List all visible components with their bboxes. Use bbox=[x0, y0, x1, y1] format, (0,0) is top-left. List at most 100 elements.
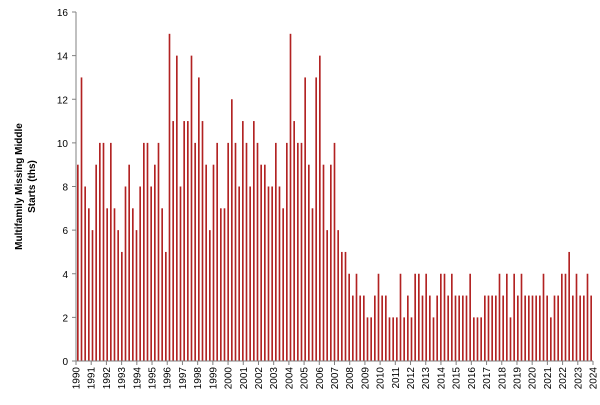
x-tick-label: 2019 bbox=[512, 367, 523, 390]
bar bbox=[271, 186, 273, 361]
bar bbox=[381, 295, 383, 361]
x-tick-label: 2012 bbox=[406, 367, 417, 390]
x-tick-label: 2004 bbox=[284, 367, 295, 390]
bar bbox=[385, 295, 387, 361]
bar bbox=[572, 295, 574, 361]
bar bbox=[110, 142, 112, 362]
bar bbox=[359, 295, 361, 361]
bar bbox=[487, 295, 490, 361]
bar bbox=[143, 142, 145, 362]
bar bbox=[524, 295, 526, 361]
bar bbox=[465, 295, 468, 361]
bar bbox=[88, 208, 90, 361]
y-axis: 0 2 4 6 8 10 12 14 16 bbox=[57, 8, 77, 368]
bar bbox=[249, 186, 251, 361]
bar bbox=[179, 186, 182, 361]
x-tick-label: 1996 bbox=[163, 367, 174, 390]
bar bbox=[579, 295, 581, 361]
bar bbox=[407, 295, 409, 361]
bar bbox=[146, 142, 149, 362]
bar bbox=[498, 273, 501, 361]
bar bbox=[315, 77, 317, 361]
bar bbox=[337, 230, 339, 362]
bar bbox=[135, 230, 138, 362]
bar bbox=[410, 317, 413, 362]
bar bbox=[506, 273, 508, 361]
bar bbox=[216, 142, 218, 362]
bar bbox=[355, 273, 358, 361]
x-axis: 1990 1991 1992 1993 1994 1995 1996 1997 1998 1999… bbox=[72, 360, 600, 390]
bar bbox=[546, 295, 548, 361]
bar bbox=[300, 142, 303, 362]
x-tick-label: 2015 bbox=[452, 367, 463, 390]
bar bbox=[220, 208, 222, 361]
bar bbox=[275, 142, 277, 362]
bar bbox=[491, 295, 493, 361]
bar bbox=[374, 295, 376, 361]
x-tick-label: 2003 bbox=[269, 367, 280, 390]
bar bbox=[150, 186, 152, 361]
bar bbox=[322, 164, 325, 361]
bar bbox=[458, 295, 460, 361]
bar bbox=[223, 208, 226, 361]
bar bbox=[341, 251, 343, 361]
bar bbox=[264, 164, 266, 361]
bar bbox=[363, 295, 365, 361]
bar bbox=[198, 77, 200, 361]
y-axis-title-line-1: Multifamily Missing Middle bbox=[14, 123, 25, 250]
bar bbox=[403, 317, 405, 362]
bar bbox=[289, 33, 292, 362]
x-tick-label: 2000 bbox=[224, 367, 235, 390]
bar bbox=[161, 208, 163, 361]
bar bbox=[469, 273, 471, 361]
bar bbox=[286, 142, 288, 362]
bar bbox=[113, 208, 116, 361]
x-tick-label: 1999 bbox=[208, 367, 219, 390]
bar bbox=[348, 273, 350, 361]
bar bbox=[586, 273, 589, 361]
bar bbox=[168, 33, 171, 362]
bar bbox=[344, 251, 347, 361]
bar bbox=[513, 273, 515, 361]
x-tick-label: 2009 bbox=[360, 367, 371, 390]
bar bbox=[480, 317, 482, 362]
bar bbox=[253, 121, 255, 361]
bar bbox=[106, 208, 108, 361]
y-tick-label: 0 bbox=[62, 357, 68, 368]
bar bbox=[231, 99, 233, 361]
bar bbox=[429, 295, 431, 361]
bar bbox=[267, 186, 270, 361]
bar bbox=[91, 230, 94, 362]
bar bbox=[535, 295, 537, 361]
x-tick-label: 1992 bbox=[102, 367, 113, 390]
y-tick-label: 4 bbox=[62, 270, 68, 281]
bar bbox=[139, 186, 141, 361]
bar bbox=[590, 295, 592, 361]
bar bbox=[531, 295, 534, 361]
bar bbox=[80, 77, 83, 361]
x-tick-label: 1993 bbox=[117, 367, 128, 390]
x-tick-label: 2006 bbox=[315, 367, 326, 390]
x-tick-label: 2024 bbox=[589, 367, 600, 390]
bar bbox=[366, 317, 369, 362]
x-tick-label: 2018 bbox=[497, 367, 508, 390]
bar bbox=[234, 142, 237, 362]
x-tick-label: 2016 bbox=[467, 367, 478, 390]
x-tick-label: 2021 bbox=[543, 367, 554, 390]
bar bbox=[568, 251, 570, 361]
bar bbox=[396, 317, 398, 362]
bar bbox=[326, 230, 328, 362]
y-tick-label: 6 bbox=[62, 226, 68, 237]
bar bbox=[520, 273, 523, 361]
y-tick-label: 10 bbox=[57, 139, 69, 150]
x-tick-label: 1990 bbox=[72, 367, 83, 390]
x-tick-label: 1998 bbox=[193, 367, 204, 390]
bar bbox=[561, 273, 563, 361]
bar bbox=[238, 186, 240, 361]
bar bbox=[227, 142, 229, 362]
bar bbox=[370, 317, 372, 362]
bar bbox=[183, 121, 185, 361]
bar bbox=[201, 121, 204, 361]
bar bbox=[443, 273, 446, 361]
